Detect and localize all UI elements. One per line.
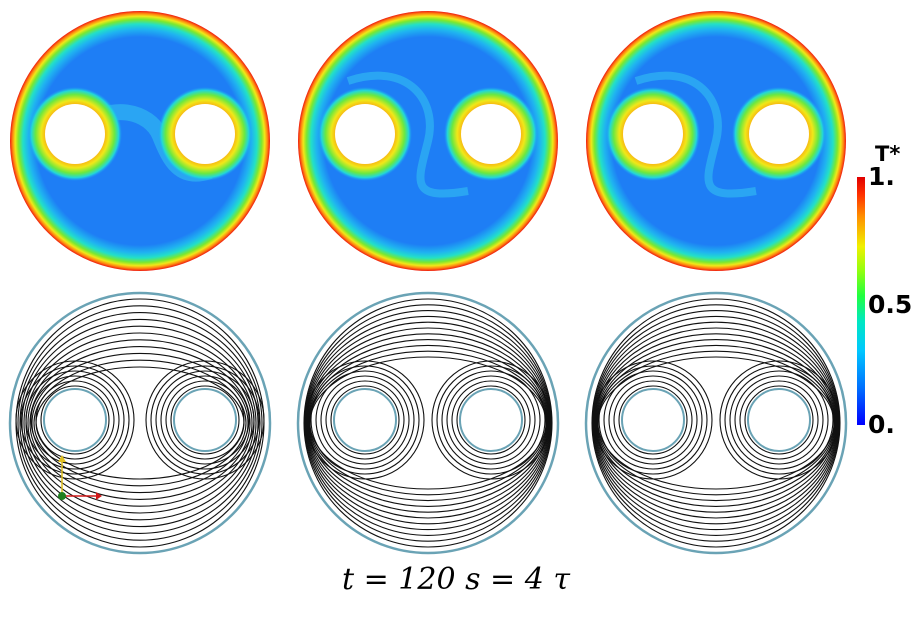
outer-wall xyxy=(296,291,560,555)
colorbar-mid-label: 0.5 xyxy=(868,290,912,319)
rod-right xyxy=(749,104,809,164)
temperature-row xyxy=(10,11,846,271)
streamline-row xyxy=(8,291,848,555)
colorbar-min-label: 0. xyxy=(868,410,895,439)
figure-caption: t = 120 s = 4 τ xyxy=(342,562,570,597)
streamline-panel-1 xyxy=(8,291,272,555)
outer-wall xyxy=(8,291,272,555)
rod-right xyxy=(175,104,235,164)
rod-left xyxy=(335,104,395,164)
outer-wall xyxy=(584,291,848,555)
streamline-panel-2 xyxy=(296,291,560,555)
colorbar xyxy=(857,177,865,425)
colorbar-max-label: 1. xyxy=(868,162,895,191)
rod-right xyxy=(461,104,521,164)
axes-triad-icon xyxy=(58,455,102,500)
temperature-panel-1 xyxy=(10,11,270,271)
colorbar-gradient xyxy=(857,177,865,425)
colorbar-title: T* xyxy=(875,142,901,166)
rod-left xyxy=(45,104,105,164)
streamline-panel-3 xyxy=(584,291,848,555)
rod-left xyxy=(623,104,683,164)
temperature-panel-2 xyxy=(298,11,558,271)
temperature-panel-3 xyxy=(586,11,846,271)
